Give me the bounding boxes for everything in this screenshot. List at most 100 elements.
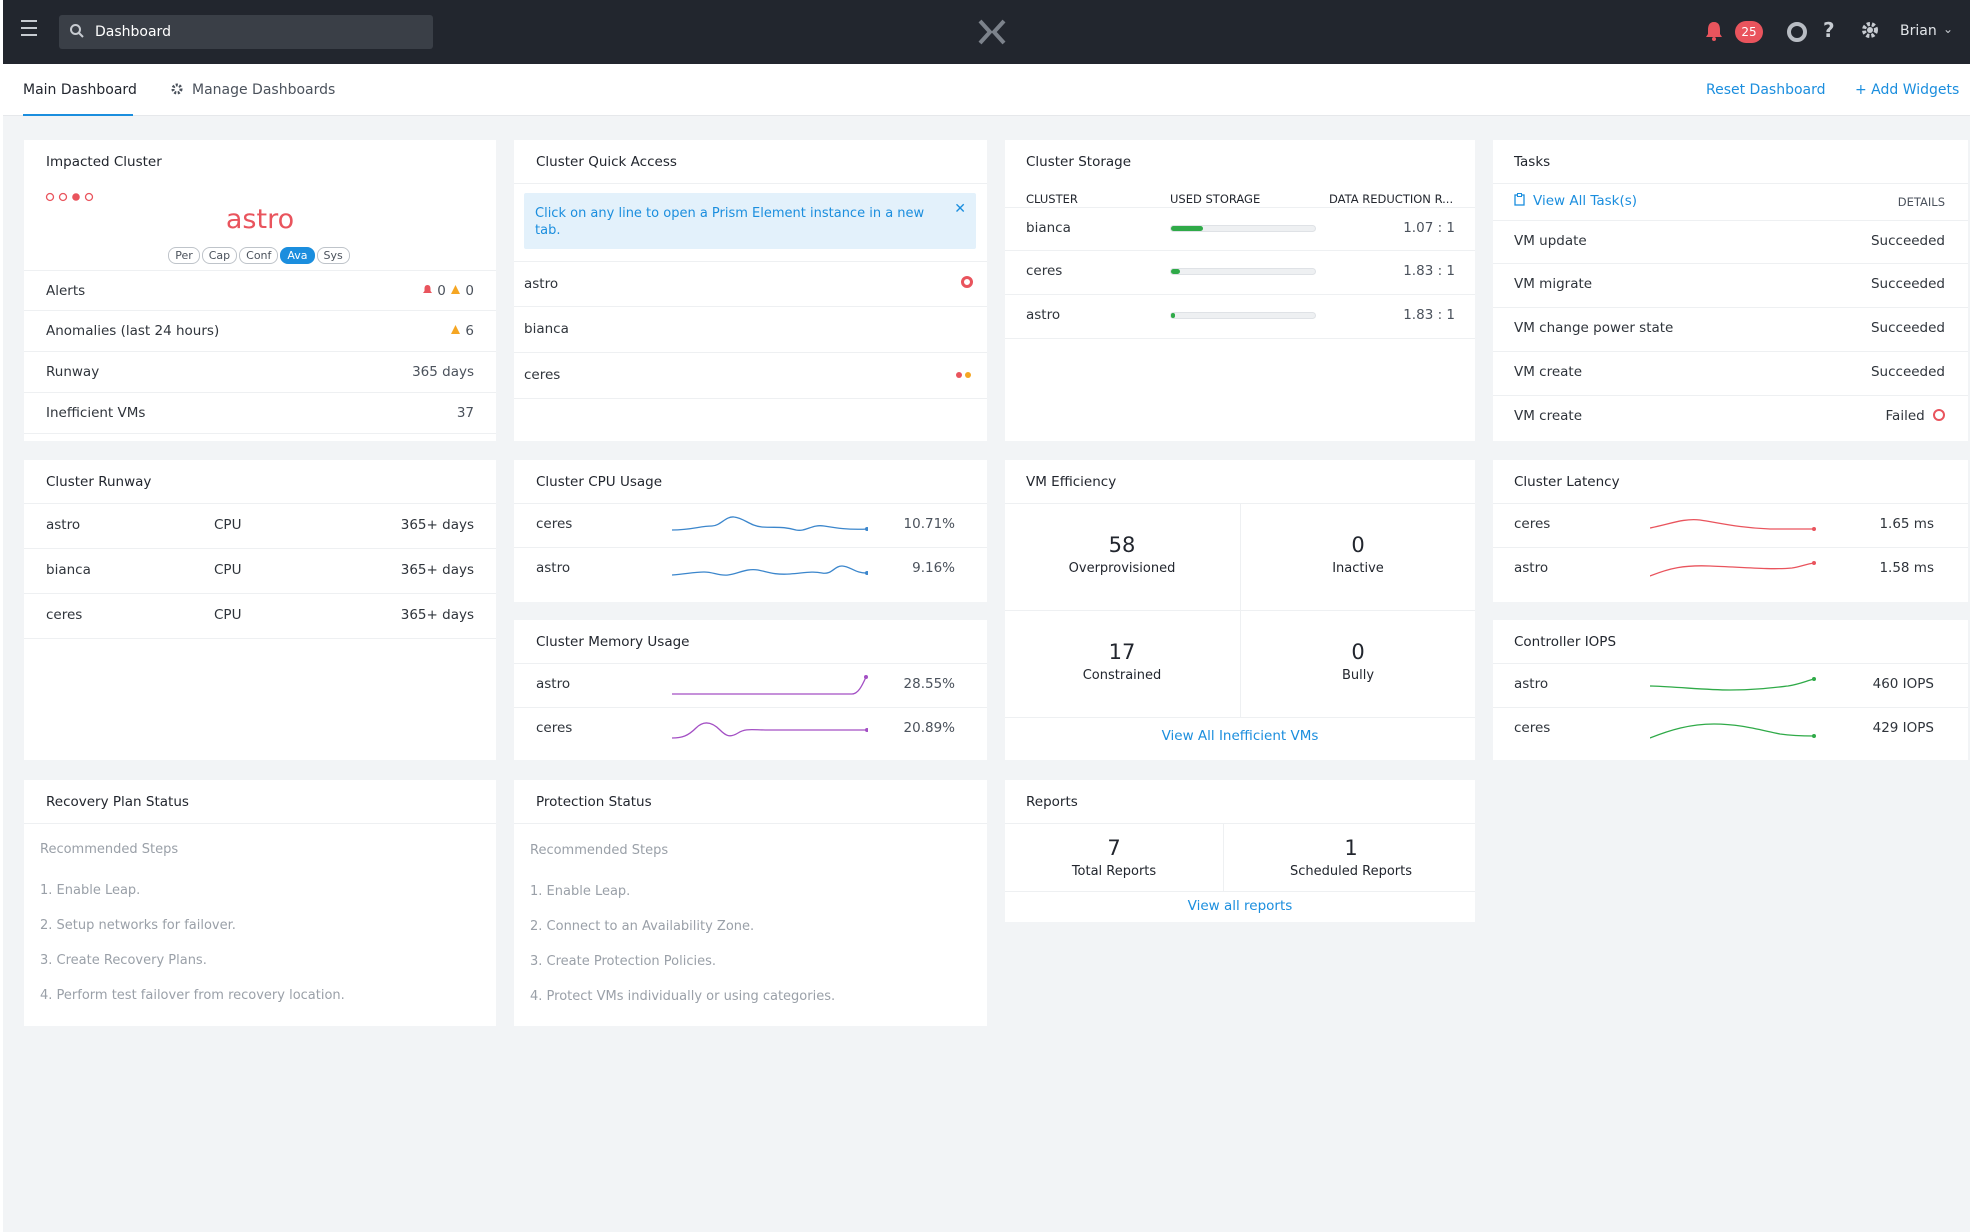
recovery-step: 4. Perform test failover from recovery l… [40, 988, 345, 1003]
quick-access-row[interactable]: ceres [514, 353, 987, 399]
alerts-warning-count: 0 [465, 283, 474, 299]
task-row[interactable]: VM update Succeeded [1493, 220, 1968, 264]
task-name: VM update [1514, 233, 1587, 249]
cluster-name: ceres [536, 516, 573, 532]
card-title: Tasks [1514, 154, 1551, 170]
tab-main-dashboard[interactable]: Main Dashboard [23, 82, 137, 98]
cluster-latency-card: Cluster Latency ceres 1.65 ms astro 1.58… [1493, 460, 1968, 602]
divider [24, 503, 496, 504]
divider [24, 823, 496, 824]
task-status: Succeeded [1870, 276, 1945, 292]
storage-bar-fill [1171, 313, 1176, 318]
close-icon[interactable]: ✕ [954, 201, 966, 217]
runway-row[interactable]: ceres CPU 365+ days [24, 594, 496, 639]
latency-value: 1.58 ms [1879, 560, 1934, 576]
reset-dashboard-button[interactable]: Reset Dashboard [1706, 82, 1826, 98]
status-ring-icon[interactable] [1787, 22, 1807, 42]
storage-row[interactable]: astro 1.83 : 1 [1005, 295, 1475, 339]
tag-cap[interactable]: Cap [201, 247, 238, 264]
storage-row[interactable]: ceres 1.83 : 1 [1005, 251, 1475, 295]
cpu-row[interactable]: ceres 10.71% [514, 504, 987, 548]
cpu-row[interactable]: astro 9.16% [514, 548, 987, 592]
reduction-ratio: 1.07 : 1 [1403, 220, 1455, 236]
divider [514, 823, 987, 824]
protection-step: 3. Create Protection Policies. [530, 954, 716, 969]
runway-days: 365+ days [400, 562, 474, 578]
iops-sparkline [1650, 723, 1816, 739]
storage-bar [1170, 268, 1316, 275]
latency-sparkline [1650, 561, 1816, 577]
latency-row[interactable]: astro 1.58 ms [1493, 548, 1968, 592]
storage-header-ratio: DATA REDUCTION R... [1329, 192, 1454, 206]
tag-conf[interactable]: Conf [239, 247, 279, 264]
tab-manage-dashboards[interactable]: Manage Dashboards [170, 82, 335, 98]
alerts-label: Alerts [46, 283, 86, 299]
latency-row[interactable]: ceres 1.65 ms [1493, 504, 1968, 548]
total-reports-count[interactable]: 7 [1107, 836, 1121, 860]
overprovisioned-count[interactable]: 58 [1108, 533, 1136, 557]
cluster-name: ceres [1514, 720, 1551, 736]
scheduled-reports-label: Scheduled Reports [1290, 864, 1412, 879]
inactive-count[interactable]: 0 [1351, 533, 1365, 557]
cluster-name: ceres [1026, 263, 1063, 279]
card-title: Cluster Runway [46, 474, 152, 490]
user-name[interactable]: Brian [1900, 23, 1937, 39]
inefficient-vms-row[interactable]: Inefficient VMs 37 [24, 393, 496, 434]
info-banner-text: Click on any line to open a Prism Elemen… [535, 206, 925, 238]
search-icon [70, 24, 84, 38]
task-name: VM create [1514, 408, 1583, 424]
details-link[interactable]: DETAILS [1897, 195, 1945, 209]
runway-row[interactable]: astro CPU 365+ days [24, 504, 496, 549]
protection-step: 2. Connect to an Availability Zone. [530, 919, 755, 934]
protection-step: 1. Enable Leap. [530, 884, 631, 899]
scheduled-reports-count[interactable]: 1 [1344, 836, 1358, 860]
iops-row[interactable]: ceres 429 IOPS [1493, 708, 1968, 752]
memory-row[interactable]: ceres 20.89% [514, 708, 987, 752]
add-widgets-button[interactable]: + Add Widgets [1855, 82, 1960, 98]
bell-icon[interactable] [1703, 20, 1725, 42]
runway-row[interactable]: Runway 365 days [24, 352, 496, 393]
alerts-row[interactable]: Alerts 0 0 [24, 270, 496, 311]
quick-access-row[interactable]: bianca [514, 307, 987, 353]
cluster-name: astro [1026, 307, 1061, 323]
tab-bar: Main Dashboard Manage Dashboards Reset D… [3, 64, 1970, 116]
resource-name: CPU [214, 562, 242, 578]
tag-sys[interactable]: Sys [316, 247, 350, 264]
gear-icon[interactable] [1859, 19, 1881, 41]
recovery-step: 3. Create Recovery Plans. [40, 953, 207, 968]
task-row[interactable]: VM change power state Succeeded [1493, 308, 1968, 352]
view-all-tasks-link[interactable]: View All Task(s) [1514, 193, 1637, 209]
constrained-count[interactable]: 17 [1108, 640, 1136, 664]
help-icon[interactable]: ? [1823, 18, 1835, 42]
view-all-reports-link[interactable]: View all reports [1187, 898, 1293, 914]
search-input[interactable]: Dashboard [59, 15, 433, 49]
view-all-inefficient-vms-link[interactable]: View All Inefficient VMs [1161, 728, 1319, 744]
task-row[interactable]: VM migrate Succeeded [1493, 264, 1968, 308]
memory-row[interactable]: astro 28.55% [514, 664, 987, 708]
storage-row[interactable]: bianca 1.07 : 1 [1005, 207, 1475, 251]
card-title: Reports [1026, 794, 1078, 810]
impacted-cluster-name[interactable]: astro [225, 204, 295, 235]
task-row[interactable]: VM create Failed [1493, 396, 1968, 440]
cluster-name: astro [46, 517, 81, 533]
cluster-name: bianca [46, 562, 91, 578]
iops-row[interactable]: astro 460 IOPS [1493, 664, 1968, 708]
runway-row[interactable]: bianca CPU 365+ days [24, 549, 496, 594]
cluster-name: ceres [1514, 516, 1551, 532]
anomalies-row[interactable]: Anomalies (last 24 hours) 6 [24, 311, 496, 352]
cluster-name: astro [536, 676, 571, 692]
tag-per[interactable]: Per [168, 247, 200, 264]
cluster-name: ceres [536, 720, 573, 736]
tag-ava[interactable]: Ava [280, 247, 315, 264]
chevron-down-icon[interactable]: ⌄ [1943, 22, 1954, 36]
clipboard-icon [1514, 193, 1525, 206]
bully-count[interactable]: 0 [1351, 640, 1365, 664]
card-title: Impacted Cluster [46, 154, 162, 170]
notification-count-badge[interactable]: 25 [1735, 21, 1763, 43]
menu-icon[interactable] [21, 20, 45, 44]
quick-access-row[interactable]: astro [514, 261, 987, 307]
divider [1005, 891, 1475, 892]
task-row[interactable]: VM create Succeeded [1493, 352, 1968, 396]
warning-icon [451, 285, 461, 294]
divider [1223, 824, 1224, 892]
